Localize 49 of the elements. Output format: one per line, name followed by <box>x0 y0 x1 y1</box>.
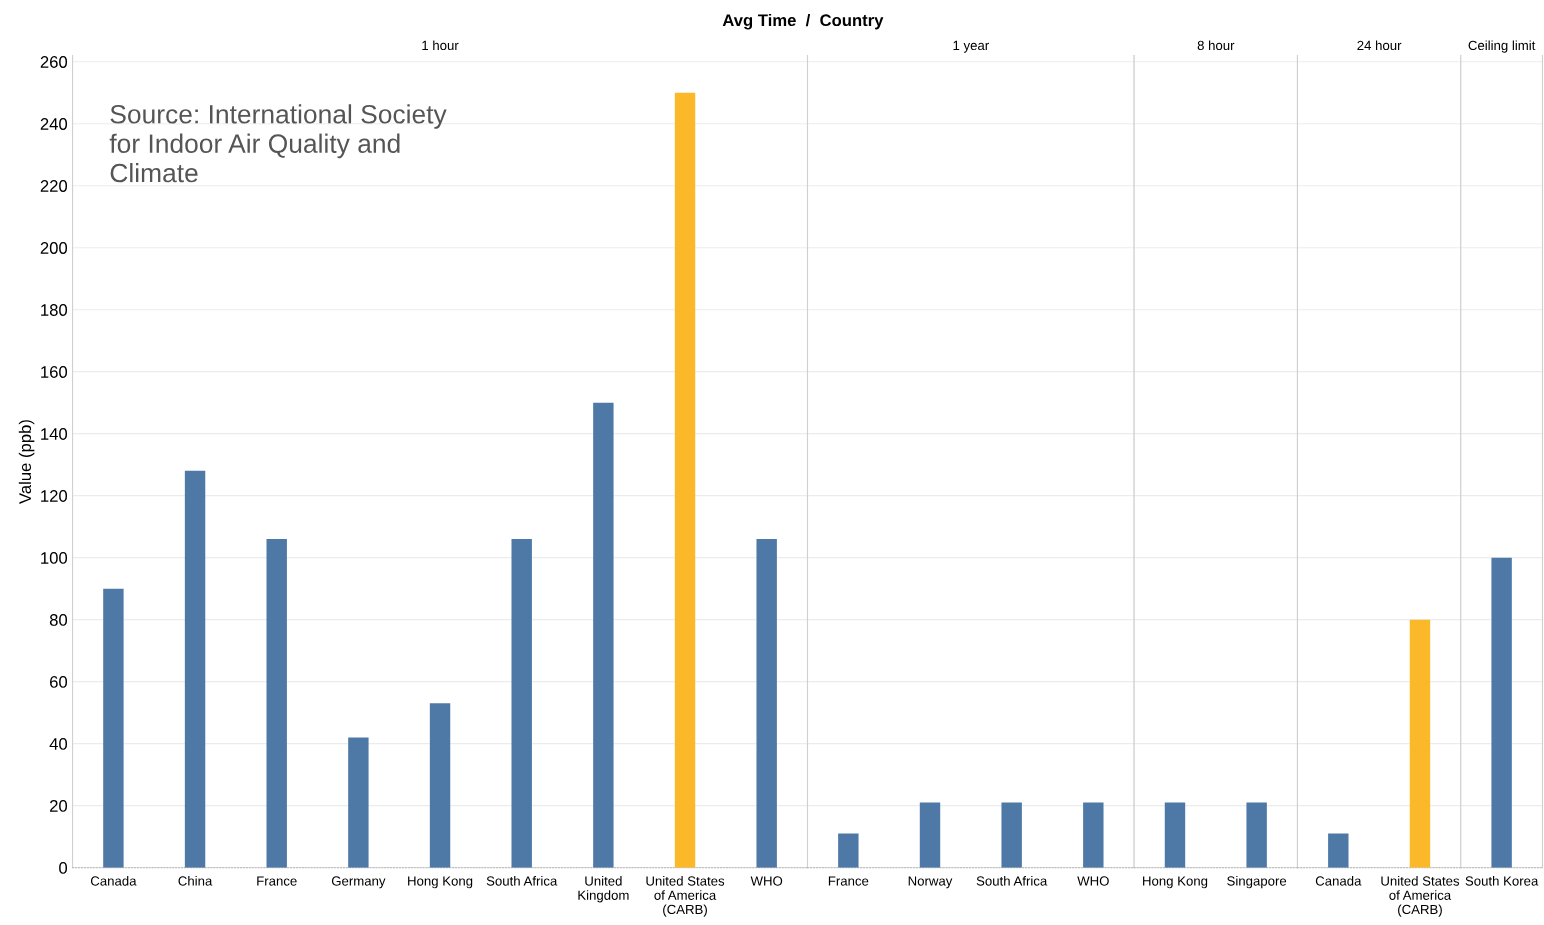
x-tick-label: Hong Kong <box>408 876 473 889</box>
y-tick-label: 160 <box>41 366 68 378</box>
y-tick-label: 20 <box>50 800 68 812</box>
bar <box>266 539 287 868</box>
x-tick-label: WHO <box>1077 876 1109 886</box>
chart-title: 1 year <box>953 40 989 53</box>
y-tick-label: 240 <box>40 118 68 130</box>
x-tick-label: Norway <box>908 876 953 889</box>
bar <box>103 588 124 868</box>
bar <box>593 402 614 868</box>
y-tick-label: 80 <box>49 614 68 626</box>
x-tick-label: South Africa <box>976 875 1048 886</box>
bar <box>511 539 532 868</box>
y-tick-label: 200 <box>40 242 68 254</box>
y-tick-label: 60 <box>50 676 68 688</box>
x-tick-label: France <box>828 876 869 886</box>
y-axis-title: Value (ppb) <box>18 420 35 504</box>
x-tick-label: WHO <box>750 876 783 886</box>
x-tick-label: South Korea <box>1465 875 1539 886</box>
x-tick-label: United Kingdom <box>578 875 629 903</box>
bar <box>756 539 777 868</box>
y-tick-label: 100 <box>41 552 68 564</box>
chart-title: 1 hour <box>422 40 459 51</box>
x-tick-label: United States of America (CARB) <box>646 875 725 917</box>
y-tick-label: 140 <box>41 428 68 440</box>
x-tick-label: China <box>178 875 213 886</box>
x-tick-label: Hong Kong <box>1143 876 1208 889</box>
bar <box>184 470 206 868</box>
x-tick-label: Germany <box>331 876 386 889</box>
x-tick-label: United States of America (CARB) <box>1381 875 1460 917</box>
bar <box>348 737 369 868</box>
y-tick-label: 120 <box>41 490 68 502</box>
y-tick-label: 0 <box>59 862 68 874</box>
x-tick-label: Canada <box>90 875 137 886</box>
annotation: Source: International Society for Indoor Air Quality and Climate <box>109 104 447 183</box>
y-tick-label: 180 <box>41 304 68 316</box>
chart-title: 8 hour <box>1197 40 1235 51</box>
chart-title: 24 hour <box>1357 40 1402 51</box>
x-tick-label: South Africa <box>486 875 558 886</box>
text: Avg Time / Country <box>722 13 884 30</box>
bar <box>674 92 696 868</box>
x-tick-label: France <box>257 876 297 886</box>
y-tick-label: 260 <box>40 56 68 68</box>
y-tick-label: 40 <box>49 738 68 750</box>
chart-title: Ceiling limit <box>1468 40 1536 53</box>
x-tick-label: Canada <box>1315 875 1362 886</box>
y-tick-label: 220 <box>40 180 68 192</box>
bar <box>429 703 451 868</box>
x-tick-label: Singapore <box>1227 875 1287 889</box>
